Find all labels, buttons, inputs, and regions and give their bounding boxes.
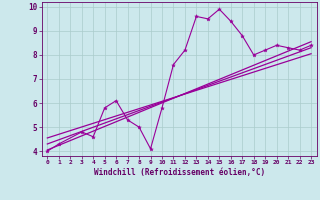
X-axis label: Windchill (Refroidissement éolien,°C): Windchill (Refroidissement éolien,°C) [94,168,265,177]
